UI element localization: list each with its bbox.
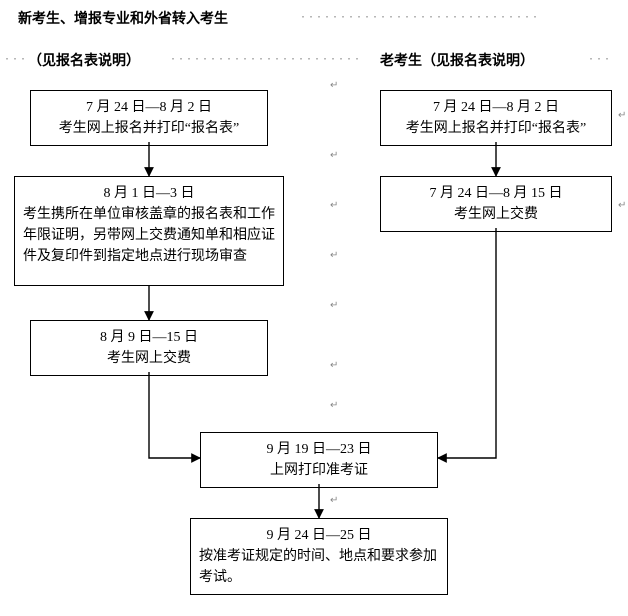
heading-old-candidates: 老考生（见报名表说明） [380, 50, 534, 70]
step-body: 考生网上交费 [39, 348, 259, 369]
step-take-exam: 9 月 24 日—25 日 按准考证规定的时间、地点和要求参加考试。 [190, 518, 448, 595]
step-title: 8 月 9 日—15 日 [39, 327, 259, 348]
step-body: 考生网上交费 [389, 204, 603, 225]
step-body: 考生网上报名并打印“报名表” [39, 118, 259, 139]
step-body: 考生网上报名并打印“报名表” [389, 118, 603, 139]
heading-new-candidates-sub: （见报名表说明） [28, 50, 140, 70]
step-old-register: 7 月 24 日—8 月 2 日 考生网上报名并打印“报名表” [380, 90, 612, 146]
step-print-ticket: 9 月 19 日—23 日 上网打印准考证 [200, 432, 438, 488]
step-body: 考生携所在单位审核盖章的报名表和工作年限证明，另带网上交费通知单和相应证件及复印… [23, 204, 275, 267]
step-title: 7 月 24 日—8 月 2 日 [389, 97, 603, 118]
page: 新考生、增报专业和外省转入考生 （见报名表说明） 老考生（见报名表说明） 7 月… [0, 0, 628, 616]
step-title: 9 月 19 日—23 日 [209, 439, 429, 460]
heading-new-candidates: 新考生、增报专业和外省转入考生 [18, 8, 228, 28]
step-new-register: 7 月 24 日—8 月 2 日 考生网上报名并打印“报名表” [30, 90, 268, 146]
step-new-pay: 8 月 9 日—15 日 考生网上交费 [30, 320, 268, 376]
step-title: 7 月 24 日—8 月 15 日 [389, 183, 603, 204]
step-title: 9 月 24 日—25 日 [199, 525, 439, 546]
step-body: 按准考证规定的时间、地点和要求参加考试。 [199, 546, 439, 588]
step-title: 8 月 1 日—3 日 [23, 183, 275, 204]
step-body: 上网打印准考证 [209, 460, 429, 481]
step-old-pay: 7 月 24 日—8 月 15 日 考生网上交费 [380, 176, 612, 232]
step-title: 7 月 24 日—8 月 2 日 [39, 97, 259, 118]
step-new-onsite-review: 8 月 1 日—3 日 考生携所在单位审核盖章的报名表和工作年限证明，另带网上交… [14, 176, 284, 286]
